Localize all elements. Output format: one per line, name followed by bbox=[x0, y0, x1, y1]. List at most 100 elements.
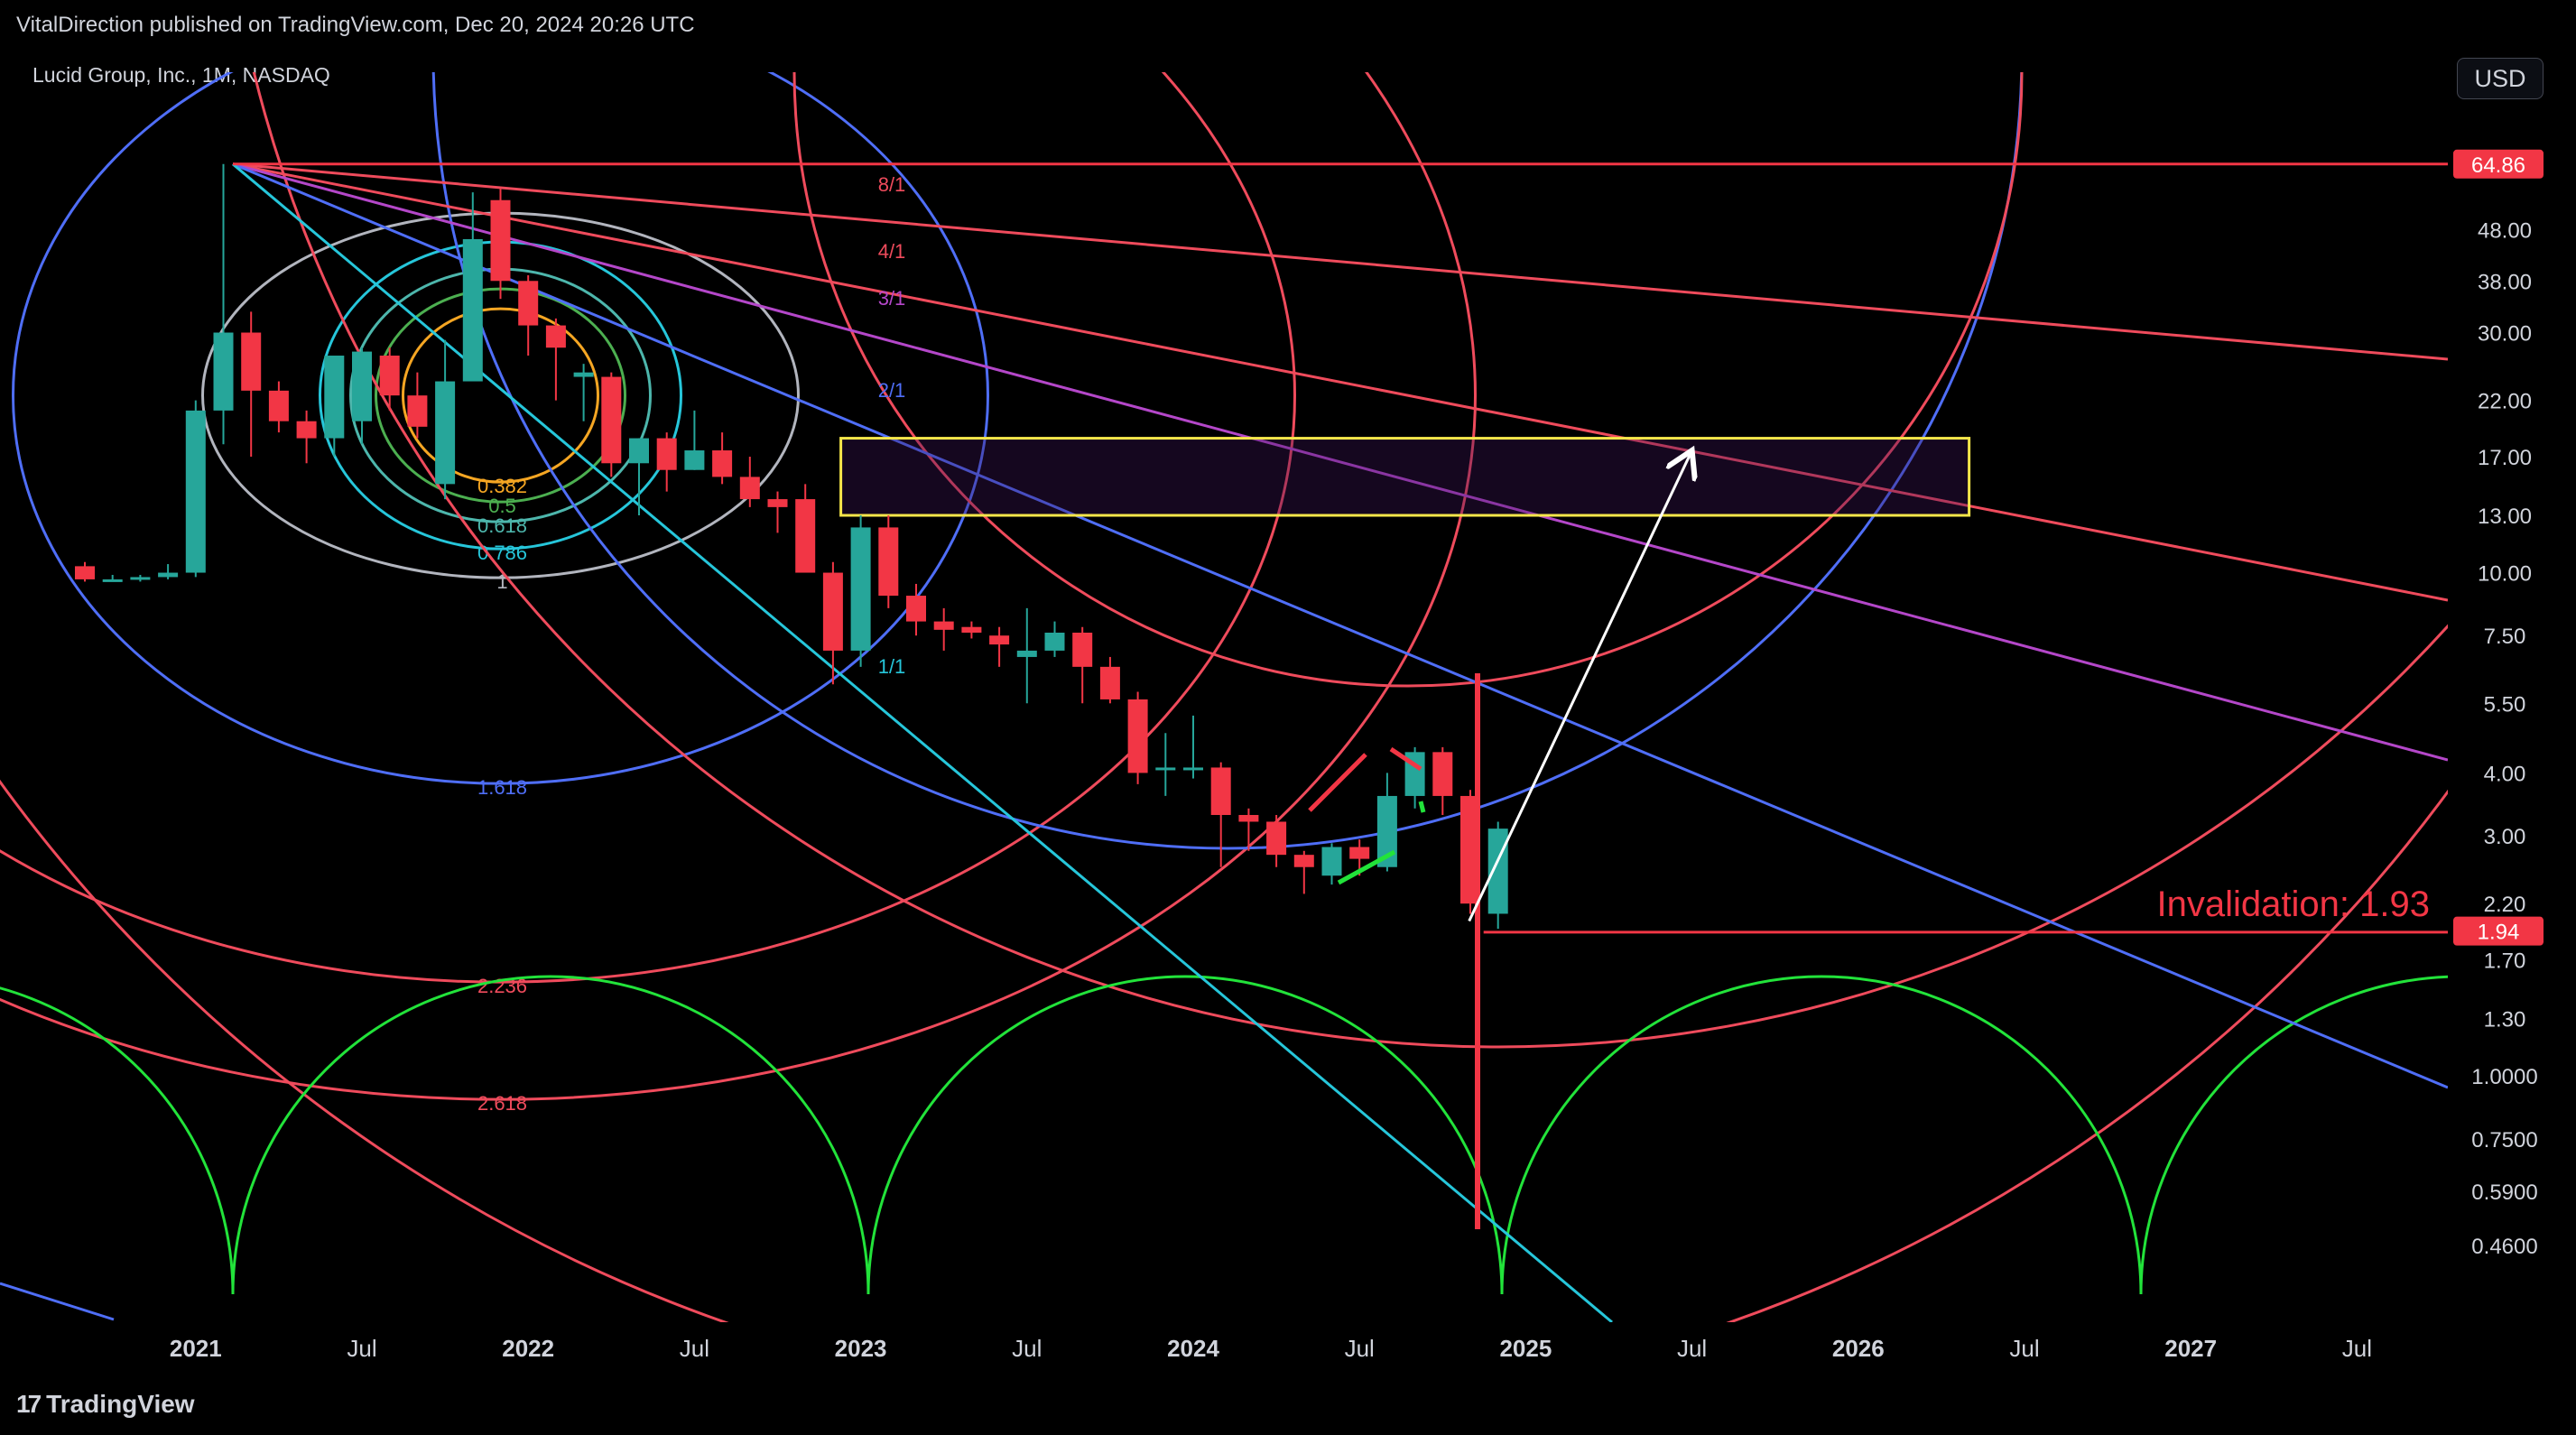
price-tick-label: 17.00 bbox=[2478, 446, 2532, 470]
candle-body bbox=[906, 596, 926, 622]
fib-level-label: 0.5 bbox=[488, 495, 516, 517]
candle-body bbox=[1127, 699, 1148, 773]
candle-body bbox=[739, 477, 760, 500]
candle-body bbox=[462, 239, 483, 382]
candle-body bbox=[1321, 847, 1342, 876]
candle-body bbox=[518, 281, 539, 326]
pattern-line bbox=[1418, 801, 1426, 813]
candle-body bbox=[296, 421, 317, 439]
candle-body bbox=[989, 635, 1010, 645]
fib-level-label: 0.786 bbox=[477, 542, 527, 564]
gann-fan-label: 3/1 bbox=[878, 287, 906, 310]
candle-body bbox=[795, 499, 816, 573]
price-tick-label: 38.00 bbox=[2478, 270, 2532, 294]
cycle-arc bbox=[866, 975, 1504, 1295]
time-tick-label: 2024 bbox=[1167, 1335, 1219, 1362]
tradingview-logo-icon: 17 bbox=[16, 1390, 42, 1418]
cycle-arc bbox=[231, 975, 870, 1295]
time-tick-label: 2025 bbox=[1499, 1335, 1552, 1362]
cycle-circle bbox=[792, 72, 2024, 688]
time-tick-label: 2027 bbox=[2164, 1335, 2217, 1362]
price-tick-label: 0.4600 bbox=[2471, 1235, 2537, 1259]
candle-body bbox=[1238, 815, 1259, 822]
candle-body bbox=[1376, 795, 1397, 867]
candle-body bbox=[1155, 767, 1176, 771]
price-tick-label: 4.00 bbox=[2484, 762, 2526, 786]
candle-body bbox=[241, 332, 262, 391]
gann-fan-label: 4/1 bbox=[878, 240, 906, 263]
fib-circle bbox=[0, 72, 1296, 984]
cycle-arc bbox=[2139, 975, 2448, 1295]
currency-button[interactable]: USD bbox=[2457, 58, 2544, 99]
candle-body bbox=[1349, 847, 1370, 859]
candle-body bbox=[1183, 767, 1203, 771]
time-tick-label: 2023 bbox=[835, 1335, 887, 1362]
price-tag bbox=[2453, 916, 2544, 946]
candle-body bbox=[185, 410, 206, 573]
candle-body bbox=[601, 376, 622, 464]
gann-fan-line bbox=[232, 162, 2448, 602]
tradingview-brand[interactable]: 17 TradingView bbox=[16, 1390, 195, 1419]
price-tick-label: 1.0000 bbox=[2471, 1065, 2537, 1089]
candle-body bbox=[1293, 855, 1314, 867]
candle-body bbox=[1210, 767, 1231, 816]
candle-body bbox=[1432, 752, 1453, 796]
candle-body bbox=[324, 356, 345, 439]
candle-body bbox=[961, 626, 982, 633]
candle-body bbox=[850, 527, 871, 651]
candle-body bbox=[712, 450, 733, 477]
candle-body bbox=[75, 566, 95, 579]
gann-fan-line bbox=[0, 1282, 115, 1321]
pattern-line bbox=[1308, 753, 1367, 812]
candle-body bbox=[352, 351, 372, 421]
cycle-circle bbox=[253, 72, 2448, 1049]
cycle-arc bbox=[1500, 975, 2143, 1295]
brand-label: TradingView bbox=[46, 1390, 195, 1418]
time-tick-label: 2021 bbox=[170, 1335, 222, 1362]
candle-body bbox=[1099, 666, 1120, 699]
invalidation-label: Invalidation: 1.93 bbox=[2157, 884, 2430, 924]
candle-body bbox=[822, 572, 843, 651]
time-tick-label: Jul bbox=[2009, 1335, 2039, 1362]
candle-body bbox=[1072, 632, 1093, 667]
candle-body bbox=[268, 390, 289, 421]
gann-fan-line bbox=[232, 162, 2448, 361]
gann-fan-label: 2/1 bbox=[878, 379, 906, 402]
time-tick-label: Jul bbox=[1012, 1335, 1042, 1362]
price-tick-label: 5.50 bbox=[2484, 692, 2526, 717]
price-tick-label: 48.00 bbox=[2478, 219, 2532, 244]
candle-body bbox=[158, 572, 179, 578]
candle-body bbox=[435, 381, 456, 485]
pattern-line bbox=[1337, 849, 1396, 885]
price-tick-label: 22.00 bbox=[2478, 390, 2532, 414]
gann-fan-line bbox=[232, 162, 2448, 762]
candle-body bbox=[407, 395, 428, 427]
price-tick-label: 0.5900 bbox=[2471, 1180, 2537, 1205]
price-tick-label: 1.30 bbox=[2484, 1008, 2526, 1032]
projection-arrow bbox=[1468, 450, 1692, 922]
cycle-circle bbox=[431, 72, 2024, 850]
candle-body bbox=[1016, 650, 1037, 657]
gann-fan-label: 8/1 bbox=[878, 173, 906, 196]
candle-body bbox=[213, 332, 234, 411]
price-tag-label: 1.94 bbox=[2478, 921, 2520, 945]
time-tick-label: 2026 bbox=[1832, 1335, 1885, 1362]
fib-circle bbox=[0, 72, 1477, 1101]
candle-body bbox=[684, 450, 705, 470]
overlay-layer: Invalidation: 1.93 bbox=[1308, 450, 2448, 1229]
pattern-line bbox=[1389, 746, 1422, 772]
time-tick-label: Jul bbox=[1677, 1335, 1707, 1362]
fib-level-label: 0.382 bbox=[477, 475, 527, 497]
target-zone-box bbox=[839, 437, 1971, 517]
candle-body bbox=[629, 438, 649, 464]
candle-body bbox=[379, 356, 400, 396]
price-tick-label: 3.00 bbox=[2484, 825, 2526, 849]
time-tick-label: Jul bbox=[347, 1335, 376, 1362]
candle-body bbox=[102, 579, 123, 582]
fib-level-label: 2.618 bbox=[477, 1092, 527, 1115]
symbol-title: Lucid Group, Inc., 1M, NASDAQ bbox=[32, 63, 330, 87]
candle-body bbox=[878, 527, 899, 597]
